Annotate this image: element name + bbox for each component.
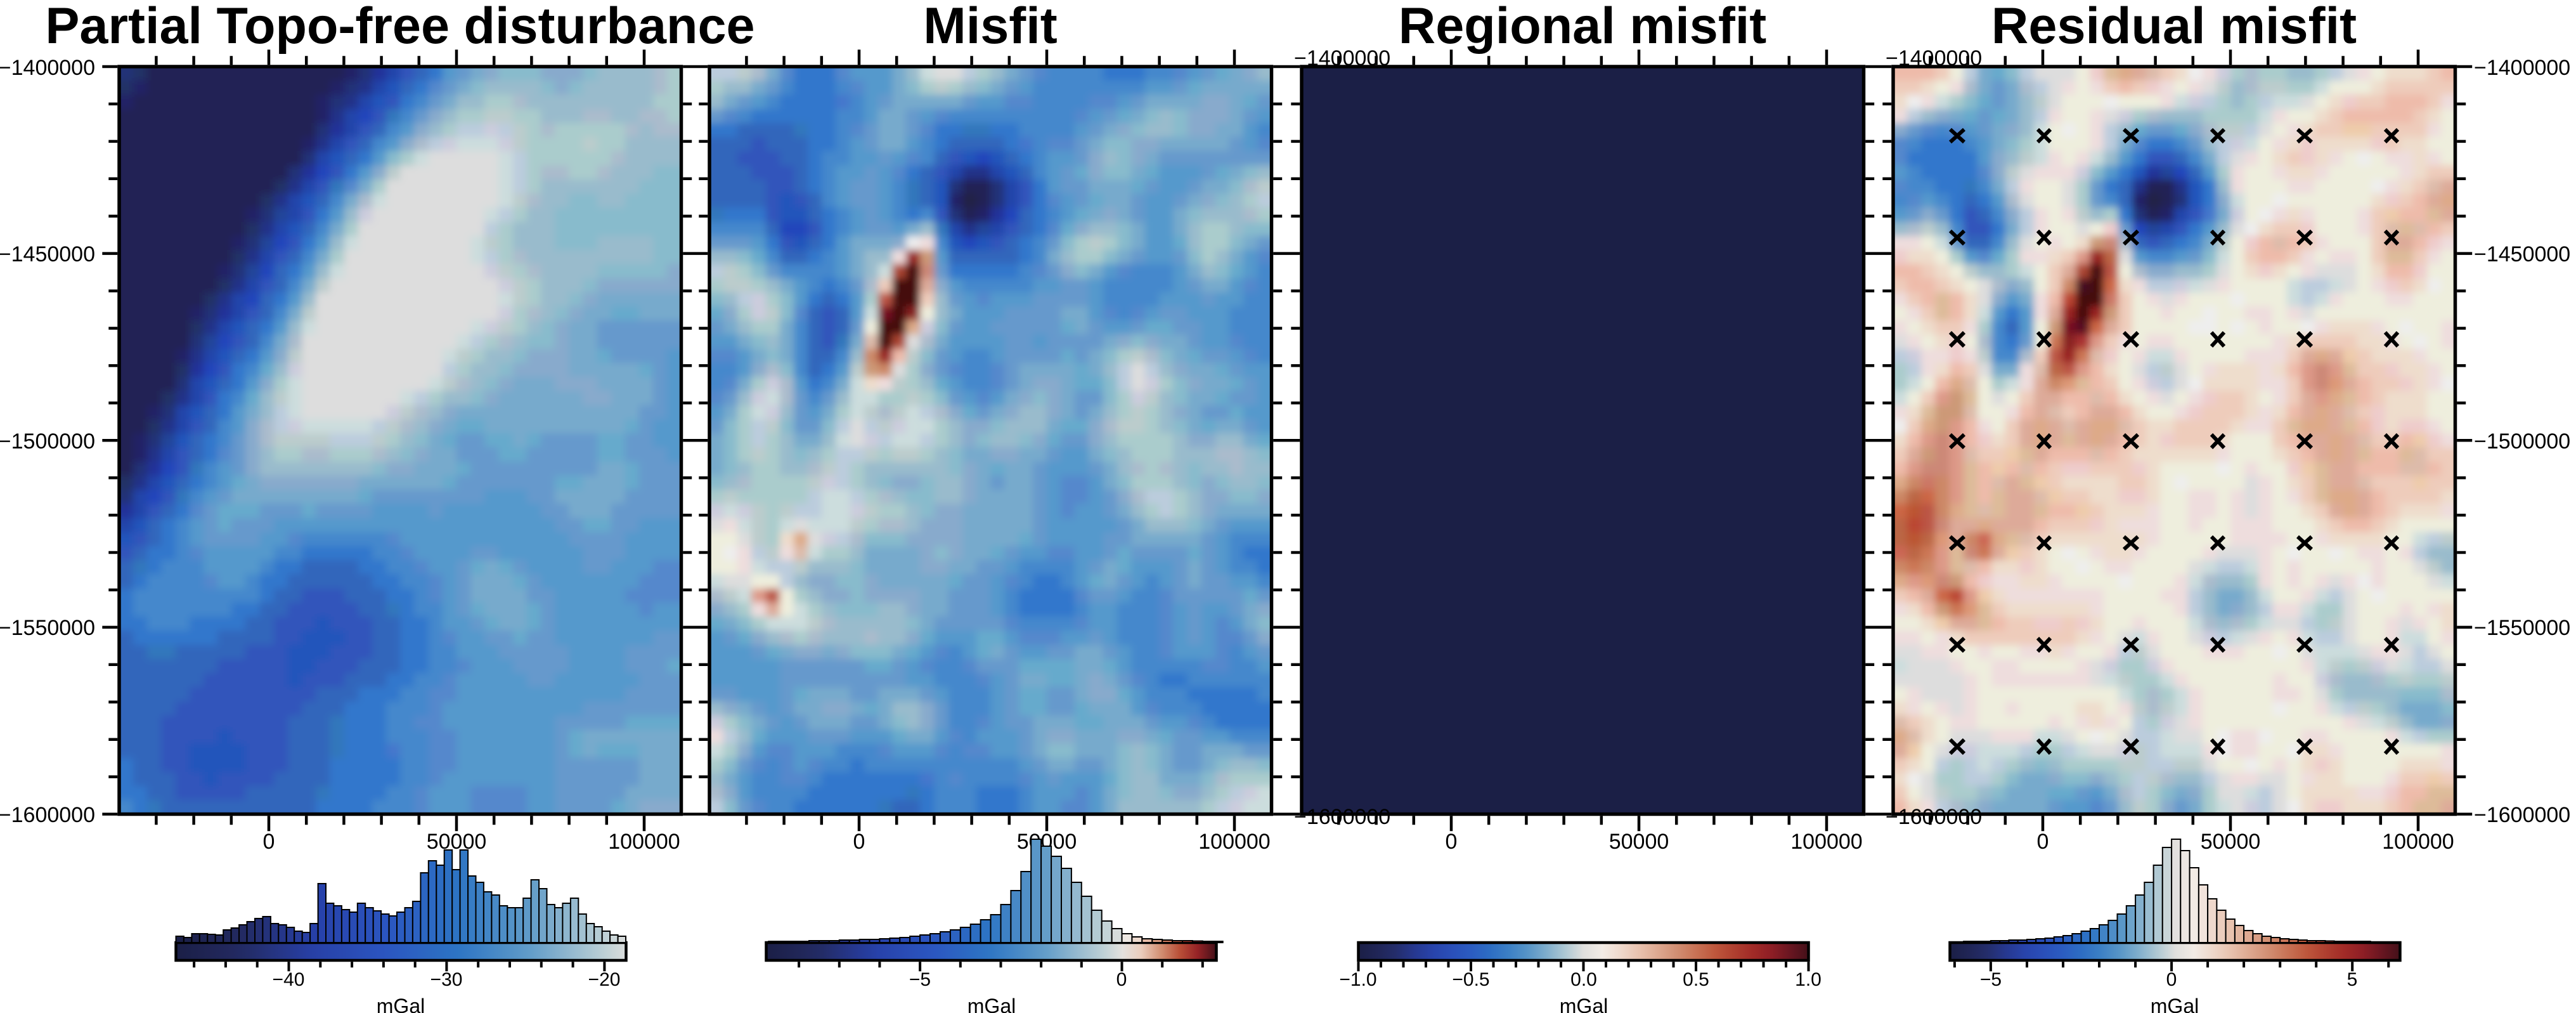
- svg-text:−1450000: −1450000: [2474, 242, 2570, 266]
- svg-text:−1600000: −1600000: [1886, 805, 1982, 829]
- svg-text:0: 0: [2037, 830, 2049, 854]
- svg-text:100000: 100000: [1790, 830, 1862, 854]
- svg-text:−1550000: −1550000: [2474, 616, 2570, 640]
- svg-text:−1600000: −1600000: [2474, 803, 2570, 827]
- svg-text:100000: 100000: [2382, 830, 2454, 854]
- svg-text:−1400000: −1400000: [1294, 46, 1390, 70]
- svg-text:5: 5: [2347, 969, 2358, 990]
- svg-text:−40: −40: [273, 969, 305, 990]
- svg-text:−1550000: −1550000: [0, 616, 95, 640]
- svg-text:−5: −5: [909, 969, 931, 990]
- svg-text:0: 0: [853, 830, 865, 854]
- svg-text:mGal: mGal: [1560, 995, 1608, 1013]
- svg-text:−1600000: −1600000: [1294, 805, 1390, 829]
- svg-text:mGal: mGal: [968, 995, 1016, 1013]
- svg-text:0: 0: [2166, 969, 2177, 990]
- svg-text:Regional misfit: Regional misfit: [1399, 0, 1767, 55]
- svg-text:50000: 50000: [1609, 830, 1669, 854]
- svg-text:−1450000: −1450000: [0, 242, 95, 266]
- svg-text:−1.0: −1.0: [1339, 969, 1376, 990]
- svg-text:−1500000: −1500000: [2474, 429, 2570, 454]
- svg-text:−30: −30: [430, 969, 463, 990]
- svg-text:0: 0: [1116, 969, 1127, 990]
- svg-text:mGal: mGal: [2151, 995, 2199, 1013]
- svg-text:−5: −5: [1980, 969, 2002, 990]
- svg-text:100000: 100000: [608, 830, 680, 854]
- svg-text:−20: −20: [588, 969, 621, 990]
- svg-text:−1400000: −1400000: [2474, 56, 2570, 80]
- svg-text:−1600000: −1600000: [0, 803, 95, 827]
- svg-text:Misfit: Misfit: [923, 0, 1057, 55]
- svg-text:100000: 100000: [1198, 830, 1270, 854]
- svg-text:50000: 50000: [427, 830, 487, 854]
- svg-text:1.0: 1.0: [1795, 969, 1822, 990]
- svg-text:0.5: 0.5: [1683, 969, 1709, 990]
- svg-text:Residual misfit: Residual misfit: [1991, 0, 2357, 55]
- svg-text:−1500000: −1500000: [0, 429, 95, 454]
- svg-text:50000: 50000: [2201, 830, 2261, 854]
- svg-text:−0.5: −0.5: [1452, 969, 1489, 990]
- svg-text:−1400000: −1400000: [0, 56, 95, 80]
- svg-text:0.0: 0.0: [1570, 969, 1597, 990]
- svg-text:0: 0: [263, 830, 275, 854]
- svg-text:Partial Topo-free disturbance: Partial Topo-free disturbance: [45, 0, 754, 55]
- svg-text:mGal: mGal: [377, 995, 425, 1013]
- svg-text:0: 0: [1446, 830, 1458, 854]
- svg-text:−1400000: −1400000: [1886, 46, 1982, 70]
